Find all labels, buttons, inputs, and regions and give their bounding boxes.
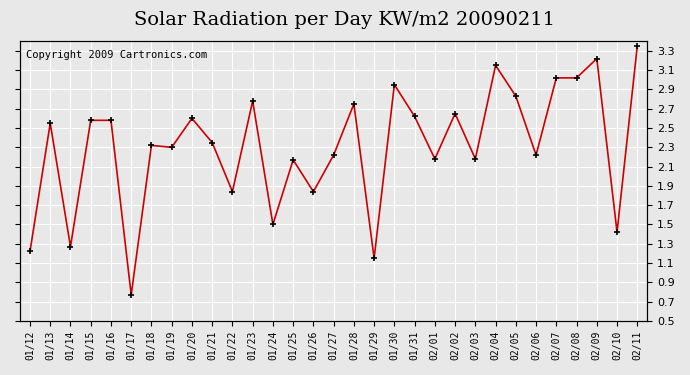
Text: Copyright 2009 Cartronics.com: Copyright 2009 Cartronics.com	[26, 50, 208, 60]
Text: Solar Radiation per Day KW/m2 20090211: Solar Radiation per Day KW/m2 20090211	[135, 11, 555, 29]
